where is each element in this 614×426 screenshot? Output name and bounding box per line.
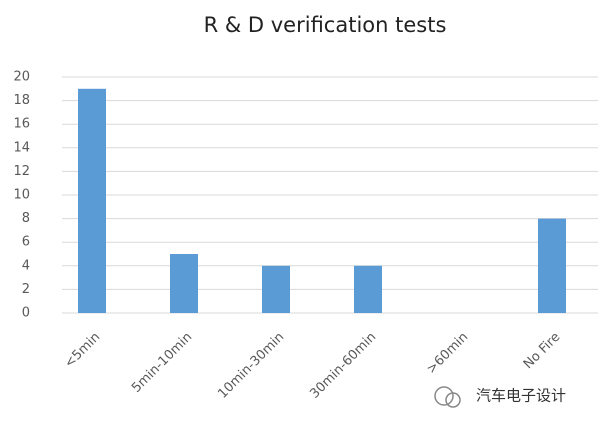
y-tick-label: 10	[13, 188, 30, 203]
y-tick-label: 6	[22, 235, 30, 250]
y-tick-label: 18	[13, 93, 30, 108]
x-tick-label: No Fire	[521, 330, 563, 372]
x-tick-label: 10min-30min	[215, 330, 287, 402]
y-tick-label: 2	[22, 282, 30, 297]
y-tick-label: 16	[13, 117, 30, 132]
x-tick-label: <5min	[62, 330, 103, 371]
x-tick-label: 30min-60min	[307, 330, 379, 402]
x-tick-label: 5min-10min	[129, 330, 195, 396]
y-tick-label: 12	[13, 164, 30, 179]
bar	[78, 88, 106, 313]
chart-title: R & D verification tests	[204, 13, 447, 37]
watermark-icon	[434, 386, 461, 408]
watermark: 汽车电子设计	[476, 387, 566, 405]
y-tick-label: 8	[22, 211, 30, 226]
x-tick-label: >60min	[424, 330, 471, 377]
bar	[538, 218, 566, 313]
y-tick-label: 14	[13, 140, 30, 155]
bar	[262, 265, 290, 313]
y-tick-label: 0	[22, 306, 30, 321]
bar	[354, 265, 382, 313]
bar	[170, 254, 198, 313]
y-tick-label: 20	[13, 70, 30, 85]
y-tick-label: 4	[22, 258, 30, 273]
